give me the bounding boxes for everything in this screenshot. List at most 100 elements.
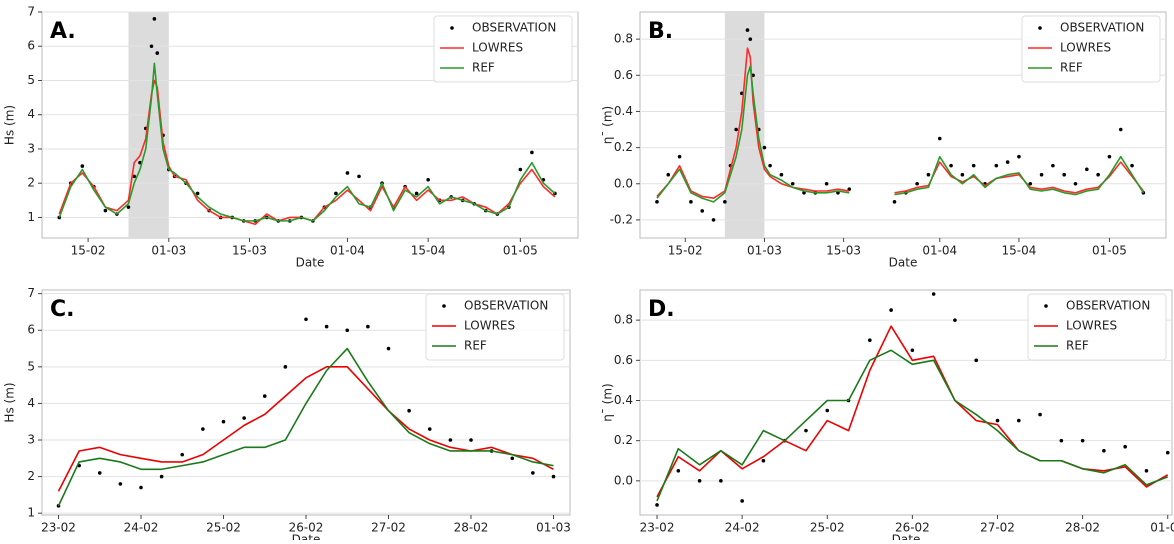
panel-label: C. <box>50 297 75 322</box>
observation-point <box>915 182 919 186</box>
observation-point <box>768 164 772 168</box>
observation-point <box>1123 445 1127 449</box>
observation-point <box>531 471 535 475</box>
legend-label: LOWRES <box>472 41 523 55</box>
observation-point <box>1062 173 1066 177</box>
observation-point <box>927 173 931 177</box>
y-tick-label: 5 <box>27 73 35 87</box>
observation-point <box>1085 167 1089 171</box>
y-tick-label: 4 <box>27 107 35 121</box>
legend-label: REF <box>1060 61 1083 75</box>
legend-label: OBSERVATION <box>464 299 548 313</box>
observation-point <box>972 164 976 168</box>
observation-point <box>150 44 154 48</box>
y-tick-label: 0.4 <box>614 393 633 407</box>
y-tick-label: 0.0 <box>614 473 633 487</box>
x-tick-label: 15-04 <box>411 244 446 258</box>
observation-point <box>1074 182 1078 186</box>
y-tick-label: 3 <box>27 433 35 447</box>
observation-point <box>723 200 727 204</box>
x-tick-label: 01-03 <box>536 521 571 535</box>
legend-marker <box>1038 26 1042 30</box>
observation-point <box>98 471 102 475</box>
x-tick-label: 01-05 <box>503 244 538 258</box>
observation-point <box>1166 451 1170 455</box>
observation-point <box>1038 413 1042 417</box>
observation-point <box>519 168 523 172</box>
y-tick-label: 0.6 <box>614 68 633 82</box>
observation-point <box>689 200 693 204</box>
observation-point <box>762 459 766 463</box>
x-tick-label: 23-02 <box>41 521 76 535</box>
observation-point <box>357 175 361 179</box>
observation-point <box>242 416 246 420</box>
x-tick-label: 25-02 <box>810 521 845 535</box>
observation-point <box>666 173 670 177</box>
observation-point <box>428 427 432 431</box>
observation-point <box>1102 449 1106 453</box>
observation-point <box>346 171 350 175</box>
observation-point <box>1017 419 1021 423</box>
observation-point <box>180 453 184 457</box>
y-tick-label: 2 <box>27 176 35 190</box>
x-tick-label: 01-05 <box>1092 244 1127 258</box>
x-tick-label: 27-02 <box>980 521 1015 535</box>
observation-point <box>1145 469 1149 473</box>
y-tick-label: -0.2 <box>610 212 633 226</box>
y-tick-label: 1 <box>27 210 35 224</box>
observation-point <box>263 394 267 398</box>
x-axis-label: Date <box>889 256 918 270</box>
legend-label: OBSERVATION <box>1060 21 1144 35</box>
observation-point <box>201 427 205 431</box>
observation-point <box>791 182 795 186</box>
observation-point <box>469 438 473 442</box>
observation-point <box>366 325 370 329</box>
observation-point <box>1006 160 1010 164</box>
panel-label: A. <box>50 19 76 44</box>
y-tick-label: 0.4 <box>614 104 633 118</box>
observation-point <box>719 479 723 483</box>
observation-point <box>677 469 681 473</box>
y-axis-label: Hs (m) <box>3 382 17 422</box>
x-tick-label: 01-04 <box>922 244 957 258</box>
observation-point <box>746 28 750 32</box>
observation-point <box>81 164 85 168</box>
observation-point <box>995 164 999 168</box>
observation-point <box>748 37 752 41</box>
y-tick-label: 0.8 <box>614 32 633 46</box>
y-tick-label: 0.2 <box>614 433 633 447</box>
observation-point <box>1060 439 1064 443</box>
observation-point <box>780 173 784 177</box>
x-tick-label: 01-04 <box>330 244 365 258</box>
x-axis-label: Date <box>296 256 325 270</box>
observation-point <box>407 409 411 413</box>
observation-point <box>655 200 659 204</box>
y-tick-label: 3 <box>27 141 35 155</box>
observation-point <box>1051 164 1055 168</box>
x-tick-label: 01-03 <box>1150 521 1174 535</box>
observation-point <box>345 328 349 332</box>
y-tick-label: 7 <box>27 286 35 300</box>
observation-point <box>712 218 716 222</box>
observation-point <box>734 128 738 132</box>
observation-point <box>932 292 936 296</box>
legend-label: REF <box>1066 339 1089 353</box>
observation-point <box>825 182 829 186</box>
observation-point <box>763 146 767 150</box>
y-tick-label: 0.6 <box>614 353 633 367</box>
legend-marker <box>1044 304 1048 308</box>
legend-marker <box>442 304 446 308</box>
observation-point <box>1108 155 1112 159</box>
panel-label: B. <box>648 19 673 44</box>
observation-point <box>284 365 288 369</box>
y-tick-label: 0.2 <box>614 140 633 154</box>
observation-point <box>449 438 453 442</box>
legend-label: REF <box>472 61 495 75</box>
x-tick-label: 28-02 <box>1065 521 1100 535</box>
observation-point <box>510 456 514 460</box>
x-tick-label: 15-04 <box>1002 244 1037 258</box>
observation-point <box>698 479 702 483</box>
legend-label: OBSERVATION <box>1066 299 1150 313</box>
